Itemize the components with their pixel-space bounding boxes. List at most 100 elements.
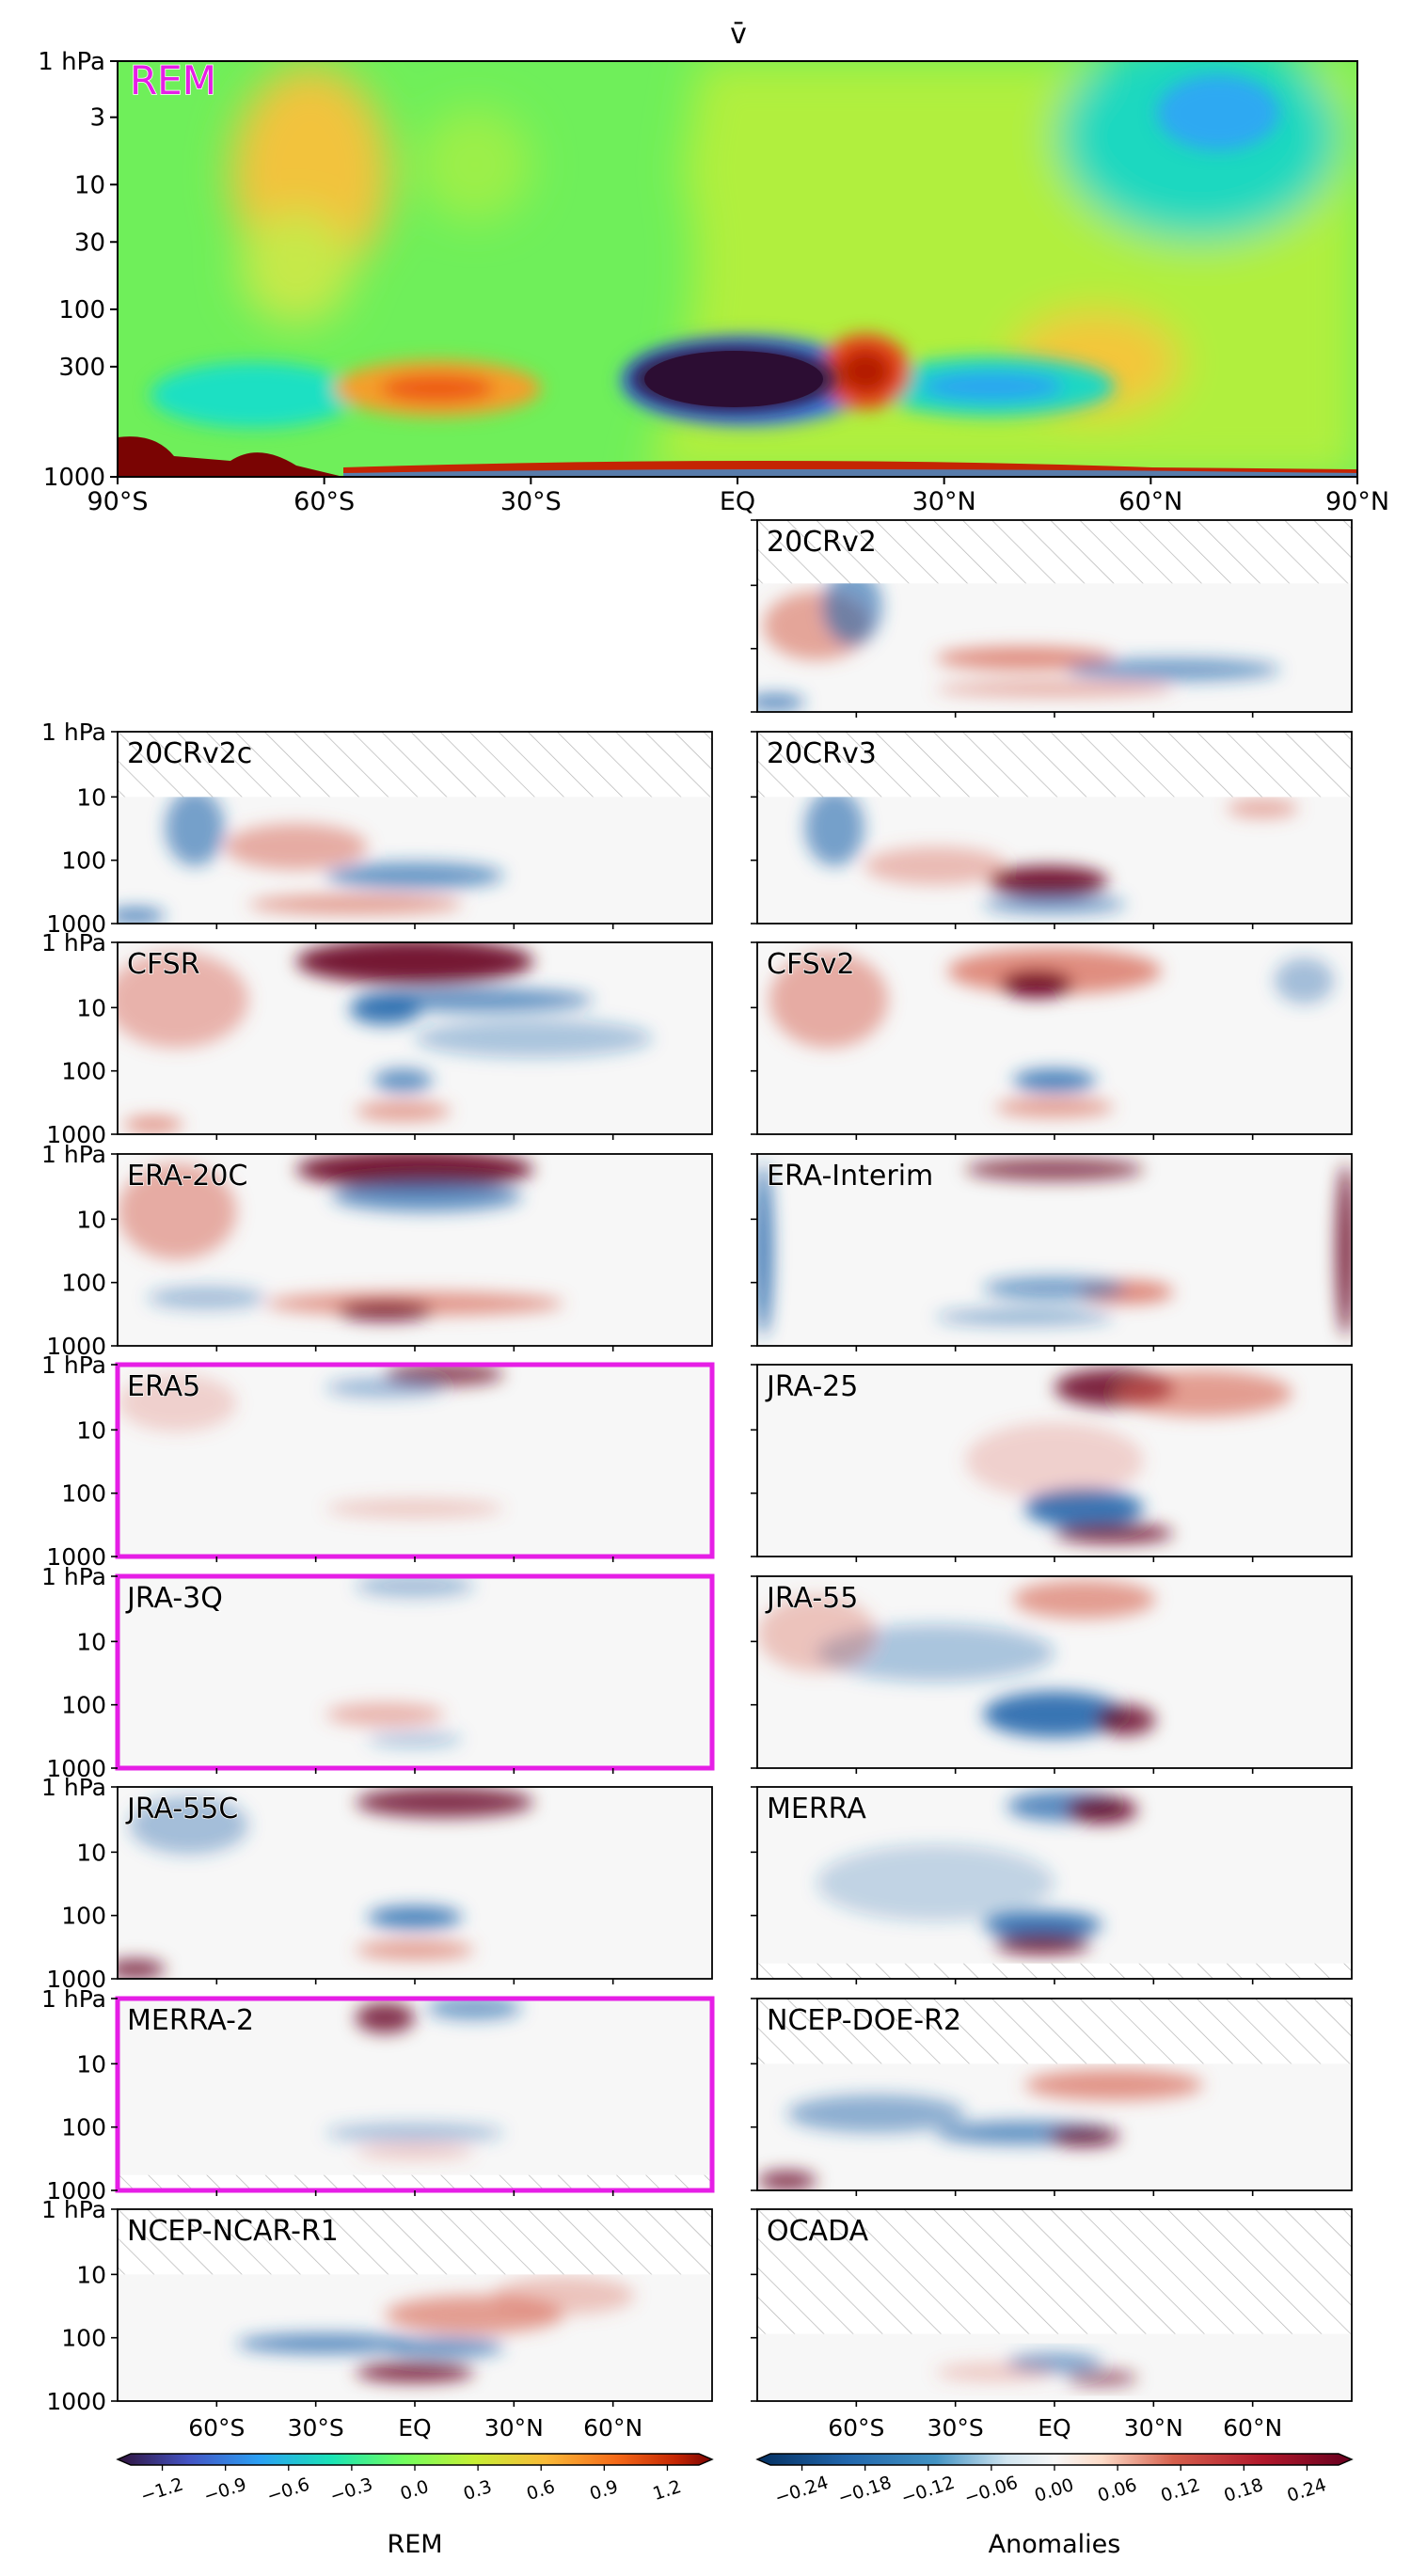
anomaly-cell — [935, 1309, 1115, 1325]
anomaly-cell — [355, 2363, 475, 2382]
anomaly-cell — [492, 2276, 635, 2315]
anomaly-cell — [757, 1595, 877, 1672]
anomaly-cell — [325, 2123, 504, 2142]
anomaly-cell — [989, 865, 1108, 897]
anomaly-cell — [1227, 798, 1299, 818]
y-tick-label: 10 — [76, 2261, 106, 2288]
x-tick-label: 60°S — [188, 2414, 245, 2442]
x-tick-label: EQ — [398, 2414, 431, 2442]
anomaly-cell — [757, 1163, 772, 1336]
anomaly-cell — [415, 1019, 653, 1058]
y-tick-label: 100 — [61, 1480, 106, 1508]
y-tick-label: 1 hPa — [41, 1351, 106, 1379]
anomaly-cell — [757, 694, 805, 710]
anomaly-cell — [118, 952, 249, 1049]
anomaly-cell — [367, 1731, 463, 1747]
missing-data-hatch — [757, 2209, 1352, 2334]
colorbar-tick-label: 0.24 — [1285, 2474, 1329, 2506]
y-tick-label: 100 — [61, 1058, 106, 1085]
panel-label: 20CRv2 — [767, 526, 877, 559]
anomaly-cell — [1048, 2126, 1120, 2147]
colorbar-bar — [116, 2453, 714, 2466]
anomaly-cell — [965, 1158, 1144, 1181]
anomaly-contour-field — [757, 942, 1352, 1134]
panel-label: NCEP-DOE-R2 — [767, 2004, 961, 2037]
y-tick-label: 100 — [61, 847, 106, 875]
anomaly-cell — [816, 1844, 1054, 1921]
panel-20crv2c: 20CRv2c 1 hPa 10 100 1000 — [41, 719, 713, 938]
y-tick-label: 1000 — [46, 2388, 106, 2415]
x-tick-label: 60°S — [293, 487, 355, 516]
anomaly-cell — [757, 2171, 817, 2190]
anomaly-contour-field — [757, 1999, 1352, 2190]
x-tick-label: 30°N — [1124, 2414, 1183, 2442]
panel-ocada: OCADA 60°S 30°S EQ 30°N 60°N — [751, 2208, 1353, 2442]
anomaly-contour-field — [118, 1365, 712, 1557]
anomaly-cell — [965, 1422, 1144, 1499]
panel-label: JRA-55C — [125, 1793, 238, 1825]
y-tick-label: 1000 — [46, 1121, 106, 1148]
anomaly-contour-field — [118, 1576, 712, 1768]
missing-data-hatch — [118, 2209, 712, 2275]
anomaly-cell — [994, 1935, 1090, 1954]
panel-label: JRA-3Q — [125, 1582, 223, 1615]
anomaly-cell — [337, 1302, 433, 1321]
panel-ncep-ncar-r1: NCEP-NCAR-R1 1 hPa 10 100 1000 60°S 30°S EQ 30°N… — [41, 2196, 713, 2442]
anomaly-cell — [1274, 957, 1335, 1004]
panel-era-interim: ERA-Interim — [751, 1153, 1353, 1351]
missing-data-hatch — [118, 2174, 712, 2190]
rem-panel: REM 90°S 60°S 30°S EQ 30°N 60°N 90°N 1 hPa 3 10 3… — [38, 48, 1389, 516]
anomaly-cell — [325, 1498, 504, 1519]
y-tick-label: 1 hPa — [41, 2196, 106, 2223]
colorbar-label: REM — [387, 2530, 442, 2559]
panel-cfsv2: CFSv2 — [751, 941, 1353, 1140]
anomaly-cell — [983, 1691, 1126, 1738]
colorbar-tick-label: 0.9 — [587, 2476, 621, 2505]
y-tick-label: 3 — [89, 104, 105, 133]
anomaly-cell — [983, 1276, 1126, 1301]
anomaly-cell — [118, 908, 166, 924]
anomaly-contour-field — [118, 942, 712, 1134]
anomaly-contour-field — [757, 732, 1352, 924]
panel-merra-2: MERRA-2 1 hPa 10 100 1000 — [41, 1985, 715, 2205]
x-tick-label: 90°N — [1325, 487, 1389, 516]
anomaly-contour-field — [757, 1365, 1352, 1557]
x-tick-label: EQ — [1038, 2414, 1070, 2442]
anomaly-cell — [325, 1702, 445, 1727]
anomaly-cell — [147, 1286, 266, 1310]
x-tick-label: 30°S — [500, 487, 562, 516]
panel-label: 20CRv3 — [767, 737, 877, 770]
y-tick-label: 1000 — [46, 2177, 106, 2205]
colorbar-tick-label: −0.18 — [835, 2473, 894, 2509]
anomaly-cell — [1096, 1704, 1156, 1736]
anomaly-cell — [355, 1576, 475, 1598]
panel-label: CFSv2 — [767, 948, 855, 981]
anomaly-cell — [426, 1999, 522, 2020]
y-tick-label: 100 — [61, 1903, 106, 1930]
anomaly-contour-field — [118, 732, 712, 924]
y-tick-label: 100 — [61, 2114, 106, 2141]
anomaly-cell — [325, 1378, 445, 1398]
y-tick-label: 10 — [76, 1839, 106, 1866]
anomaly-cell — [295, 942, 534, 985]
anomaly-cell — [983, 1911, 1102, 1939]
colorbar-tick-label: −0.12 — [898, 2473, 957, 2509]
anomaly-cell — [224, 823, 368, 870]
anomaly-cell — [816, 1624, 1054, 1683]
colorbar-tick-label: 0.0 — [398, 2476, 432, 2505]
y-tick-label: 10 — [74, 171, 105, 199]
panel-label: ERA5 — [127, 1370, 200, 1403]
anomaly-cell — [1066, 657, 1281, 682]
panel-20crv2: 20CRv2 — [751, 519, 1353, 718]
anomaly-cell — [1012, 1068, 1097, 1093]
panel-jra-25: JRA-25 — [751, 1364, 1353, 1562]
y-tick-label: 100 — [61, 2325, 106, 2352]
x-tick-label: EQ — [720, 487, 755, 516]
panel-label: ERA-20C — [127, 1160, 247, 1193]
x-tick-label: 90°S — [87, 487, 149, 516]
anomaly-cell — [236, 2333, 415, 2353]
y-tick-label: 1000 — [46, 910, 106, 938]
panel-label: NCEP-NCAR-R1 — [127, 2215, 339, 2248]
anomaly-cell — [367, 1905, 463, 1929]
